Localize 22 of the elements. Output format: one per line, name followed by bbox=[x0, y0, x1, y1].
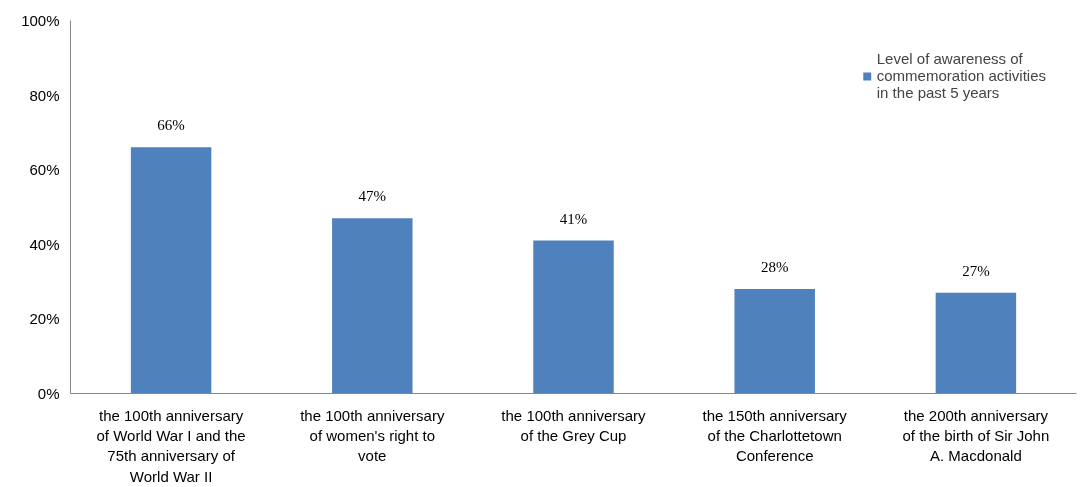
text: 28% bbox=[760, 259, 789, 276]
y-tick-label: 0% bbox=[37, 385, 60, 402]
text: 41% bbox=[559, 210, 588, 227]
y-tick-label: 60% bbox=[29, 161, 60, 179]
text: 66% bbox=[157, 117, 185, 134]
bar bbox=[734, 289, 815, 394]
bar bbox=[935, 292, 1017, 394]
y-tick-label: 20% bbox=[29, 310, 60, 328]
legend-label: Level of awareness of commemoration activities in the past 5 years bbox=[876, 50, 1046, 101]
bar bbox=[533, 240, 614, 394]
y-tick-label: 100% bbox=[21, 12, 60, 29]
bar bbox=[130, 147, 212, 394]
x-tick-label: the 100th anniversary of women's right to vote bbox=[300, 406, 445, 465]
y-tick-label: 80% bbox=[29, 86, 60, 104]
x-tick-label: the 200th anniversary of the birth of Sir John A. Macdonald bbox=[902, 406, 1050, 465]
x-tick-label: the 150th anniversary of the Charlottetown Conference bbox=[702, 406, 848, 465]
bar bbox=[332, 218, 413, 394]
text: 47% bbox=[358, 188, 387, 205]
x-tick-label: the 100th anniversary of the Grey Cup bbox=[501, 406, 647, 444]
x-tick-label: the 100th anniversary of World War I and the 75th anniversary of World War II bbox=[96, 406, 246, 485]
y-tick-label: 40% bbox=[29, 235, 60, 253]
text: 27% bbox=[962, 262, 990, 279]
